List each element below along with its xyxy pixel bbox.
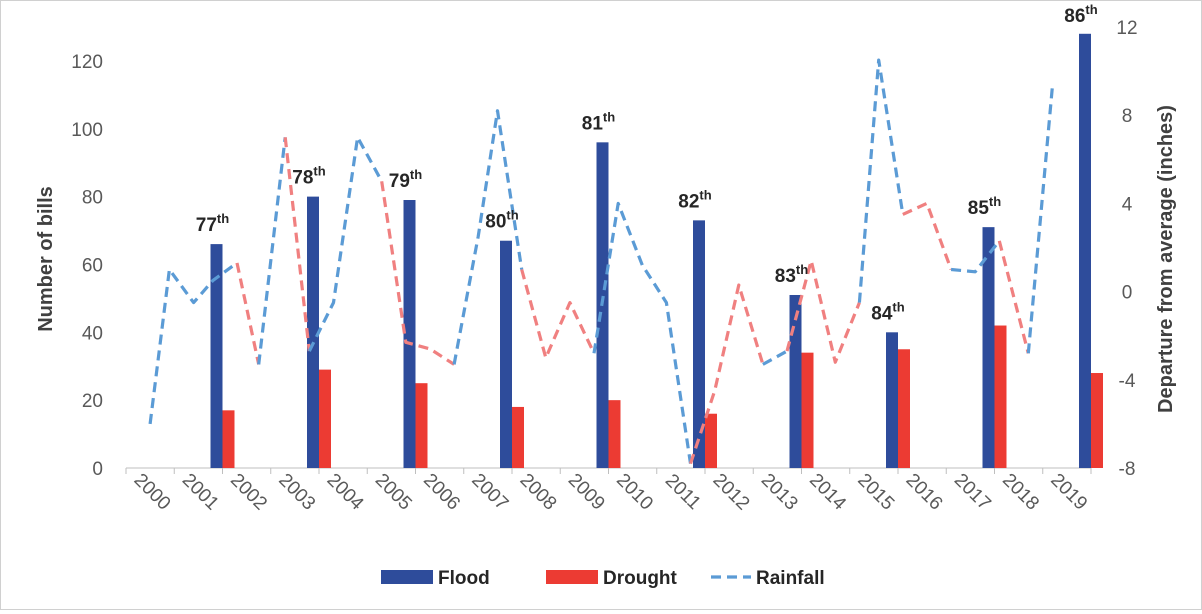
x-tick-label: 2000: [130, 470, 175, 515]
y2-tick-label: 4: [1122, 194, 1133, 215]
x-tick-label: 2013: [757, 470, 802, 515]
x-tick-label: 2014: [805, 470, 850, 515]
x-tick-label: 2004: [323, 470, 368, 515]
rainfall-line-segment: [857, 58, 905, 303]
drought-bar: [319, 369, 331, 468]
x-tick-label: 2012: [709, 470, 754, 515]
drought-bar: [222, 410, 235, 468]
flood-bar: [982, 227, 995, 468]
flood-bar: [1079, 33, 1091, 469]
x-tick-label: 2002: [226, 470, 271, 515]
rainfall-line-segment: [688, 283, 765, 465]
rainfall-line-segment: [520, 269, 596, 360]
congress-label: 82th: [678, 187, 711, 212]
x-tick-label: 2006: [419, 470, 464, 515]
y-tick-label: 20: [82, 391, 103, 412]
flood-bar: [307, 196, 319, 468]
y-tick-label: 40: [82, 323, 103, 344]
congress-label: 86th: [1064, 2, 1097, 27]
rainfall-line-segment: [380, 181, 455, 366]
rainfall-line-segment: [1026, 86, 1054, 354]
rainfall-line-layer: [148, 58, 1054, 465]
rainfall-line-segment: [785, 259, 861, 364]
congress-label: 78th: [292, 164, 325, 189]
drought-bar: [898, 349, 910, 468]
x-tick-label: 2011: [661, 470, 705, 514]
x-tick-label: 2007: [467, 470, 512, 515]
congress-label: 77th: [196, 211, 229, 236]
y2-axis-title: Departure from average (inches): [1155, 105, 1177, 413]
y-tick-label: 80: [82, 188, 103, 209]
drought-bar: [415, 383, 428, 468]
legend-drought-label: Drought: [603, 568, 678, 589]
rainfall-line-segment: [307, 135, 384, 352]
x-tick-label: 2005: [371, 470, 416, 515]
x-tick-label: 2001: [178, 470, 223, 515]
flood-bar: [886, 332, 898, 468]
rainfall-line-segment: [283, 137, 311, 352]
congress-label: 81th: [582, 109, 615, 134]
y2-tick-label: 8: [1122, 106, 1133, 127]
flood-bar: [789, 294, 802, 468]
x-tick-label: 2018: [998, 470, 1043, 515]
y2-tick-label: -4: [1119, 371, 1136, 392]
legend-rainfall-label: Rainfall: [756, 568, 825, 589]
rainfall-line-segment: [902, 201, 953, 271]
rainfall-line-segment: [997, 240, 1030, 354]
drought-bar: [994, 325, 1007, 468]
congress-label: 83th: [775, 262, 808, 287]
drought-bar: [512, 406, 524, 468]
drought-bar: [608, 400, 621, 468]
congress-label: 80th: [485, 208, 518, 233]
flood-bar: [403, 200, 416, 468]
x-tick-label: 2008: [516, 470, 561, 515]
y-axis-title: Number of bills: [35, 186, 57, 332]
congress-label: 79th: [389, 167, 422, 192]
y2-tick-label: 0: [1122, 283, 1133, 304]
rainfall-line-segment: [257, 137, 287, 365]
y-tick-label: 0: [92, 459, 103, 480]
rainfall-line-segment: [148, 261, 238, 425]
x-tick-label: 2016: [902, 470, 947, 515]
rainfall-line-segment: [762, 349, 788, 366]
rainfall-line-segment: [592, 201, 693, 464]
bars-layer: [210, 33, 1103, 469]
x-tick-label: 2017: [950, 470, 995, 515]
y-tick-label: 60: [82, 255, 103, 276]
x-tick-label: 2003: [274, 470, 319, 515]
y-tick-label: 120: [71, 52, 103, 73]
y-tick-label: 100: [71, 120, 103, 141]
x-tick-label: 2015: [853, 470, 898, 515]
congress-label: 85th: [968, 194, 1001, 219]
drought-bar: [1091, 373, 1103, 468]
rainfall-line-segment: [235, 262, 261, 365]
legend: Flood Drought Rainfall: [381, 568, 825, 589]
congress-annotations-layer: 77th 78th 79th 80th 81th 82th 83th 84th 85th 86th: [196, 2, 1098, 324]
y2-tick-label: -8: [1119, 459, 1136, 480]
rainfall-line-segment: [950, 239, 1001, 274]
legend-flood-swatch: [381, 570, 433, 584]
x-tick-label: 2010: [612, 470, 657, 515]
x-tick-label: 2009: [564, 470, 609, 515]
y2-tick-label: 12: [1116, 18, 1137, 39]
drought-bar: [705, 413, 717, 468]
legend-flood-label: Flood: [438, 568, 490, 589]
congress-label: 84th: [871, 299, 904, 324]
drought-bar: [801, 352, 814, 468]
x-tick-label: 2019: [1046, 470, 1091, 515]
flood-bar: [210, 244, 223, 468]
rainfall-line-segment: [452, 109, 524, 365]
flood-bar: [500, 240, 512, 468]
flood-bar: [693, 220, 705, 468]
legend-drought-swatch: [546, 570, 598, 584]
